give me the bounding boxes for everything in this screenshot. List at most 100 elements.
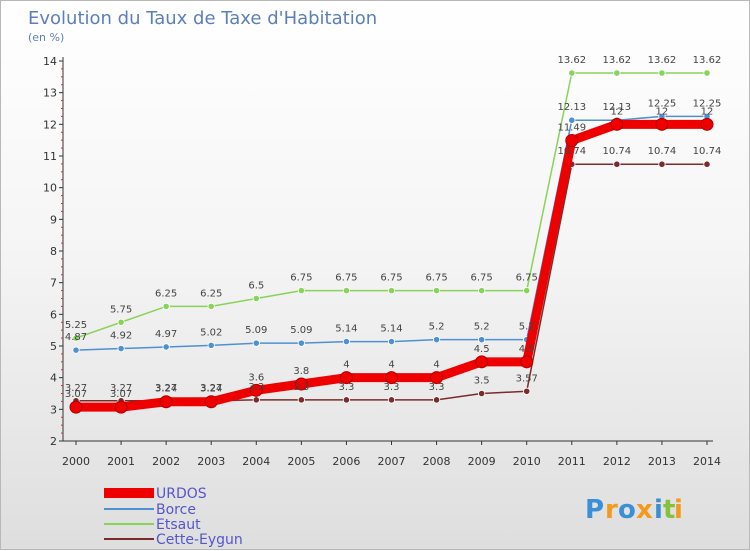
data-label: 13.62 [603,55,632,66]
data-label: 3.3 [384,382,400,393]
data-label: 10.74 [648,146,677,157]
data-point [385,371,398,385]
data-label: 12.25 [648,98,677,109]
y-tick-label: 8 [50,245,57,258]
x-tick-label: 2004 [242,455,270,468]
data-label: 3.27 [200,383,222,394]
x-tick-label: 2007 [378,455,406,468]
data-point [432,336,441,344]
data-label: 6.75 [516,273,538,284]
data-point [342,337,351,346]
data-label: 11.49 [557,122,586,133]
y-tick-label: 5 [50,340,57,353]
data-point [432,396,441,404]
data-label: 3.07 [110,389,132,400]
x-tick-label: 2011 [558,455,586,468]
chart-subtitle: (en %) [28,31,64,44]
y-tick-label: 13 [43,87,57,100]
data-point [568,69,576,77]
data-label: 3.8 [293,366,309,377]
data-label: 3.07 [65,389,87,400]
data-label: 4.97 [155,329,177,340]
series-layer [69,69,714,414]
data-point [520,355,534,369]
data-label: 3.3 [293,382,309,393]
legend-label: Etsaut [156,517,201,533]
legend-label: URDOS [156,486,207,502]
x-tick-label: 2005 [287,455,315,468]
data-label: 10.74 [693,146,722,157]
logo-letter: i [654,495,663,525]
data-point [339,371,353,385]
data-label: 12 [610,106,623,117]
data-label: 4 [343,360,349,371]
data-label: 12 [701,106,714,117]
data-point [523,286,531,295]
x-tick-label: 2001 [107,455,135,468]
data-point [207,341,215,349]
x-tick-label: 2012 [603,455,631,468]
logo-letter: o [618,495,636,525]
data-label: 6.25 [200,288,222,299]
data-label: 5.09 [290,325,312,336]
y-tick-label: 14 [43,55,57,68]
x-tick-label: 2013 [648,455,676,468]
data-label: 5.25 [65,320,87,331]
x-tick-label: 2014 [693,455,721,468]
data-point [568,116,576,124]
logo-letter: r [605,495,618,525]
x-tick-label: 2002 [152,455,180,468]
data-point [478,389,486,398]
y-tick-label: 2 [50,435,57,448]
data-label: 3.27 [110,383,132,394]
data-label: 4 [433,360,439,371]
data-point [204,395,218,409]
data-label: 4 [388,360,394,371]
data-label: 12 [656,106,669,117]
data-point [297,396,305,404]
chart-title: Evolution du Taux de Taxe d'Habitation [28,8,377,29]
data-point [294,377,308,391]
data-point [342,396,351,404]
logo-letter: P [585,495,604,525]
data-label: 5.14 [335,324,357,335]
logo-letter: x [636,495,653,525]
x-tick-label: 2010 [513,455,541,468]
data-point [69,400,83,414]
data-point [655,117,669,131]
data-label: 5.2 [519,322,535,333]
legend-label: Cette-Eygun [156,532,243,548]
data-label: 4.5 [519,344,535,355]
y-tick-label: 10 [43,182,57,195]
x-tick-label: 2008 [423,455,451,468]
y-tick-label: 4 [50,372,57,385]
data-point [613,69,621,77]
data-point [162,343,170,351]
data-label: 3.3 [338,382,354,393]
data-point [478,336,486,344]
data-label: 6.5 [248,281,264,292]
data-point [117,344,125,353]
data-point [475,355,489,369]
data-point [610,117,624,131]
data-point [523,387,531,395]
data-point [117,318,125,326]
legend-swatch [104,488,154,498]
y-tick-label: 6 [50,308,57,321]
data-label: 10.74 [603,146,632,157]
data-label: 3.24 [200,384,222,395]
data-point [478,286,486,295]
axes: 2 3 4 5 6 7 8 9 10 11 12 13 14 2000 2001 2002 2003 2004 20… [43,55,721,468]
data-point [252,396,260,404]
data-point [207,302,215,311]
y-tick-label: 7 [50,277,57,290]
data-point [658,160,666,168]
data-point [72,334,80,342]
data-point [703,160,711,168]
data-label: 13.62 [693,55,722,66]
data-label: 3.3 [429,382,445,393]
data-label: 3.57 [516,373,538,384]
data-point [162,302,170,311]
